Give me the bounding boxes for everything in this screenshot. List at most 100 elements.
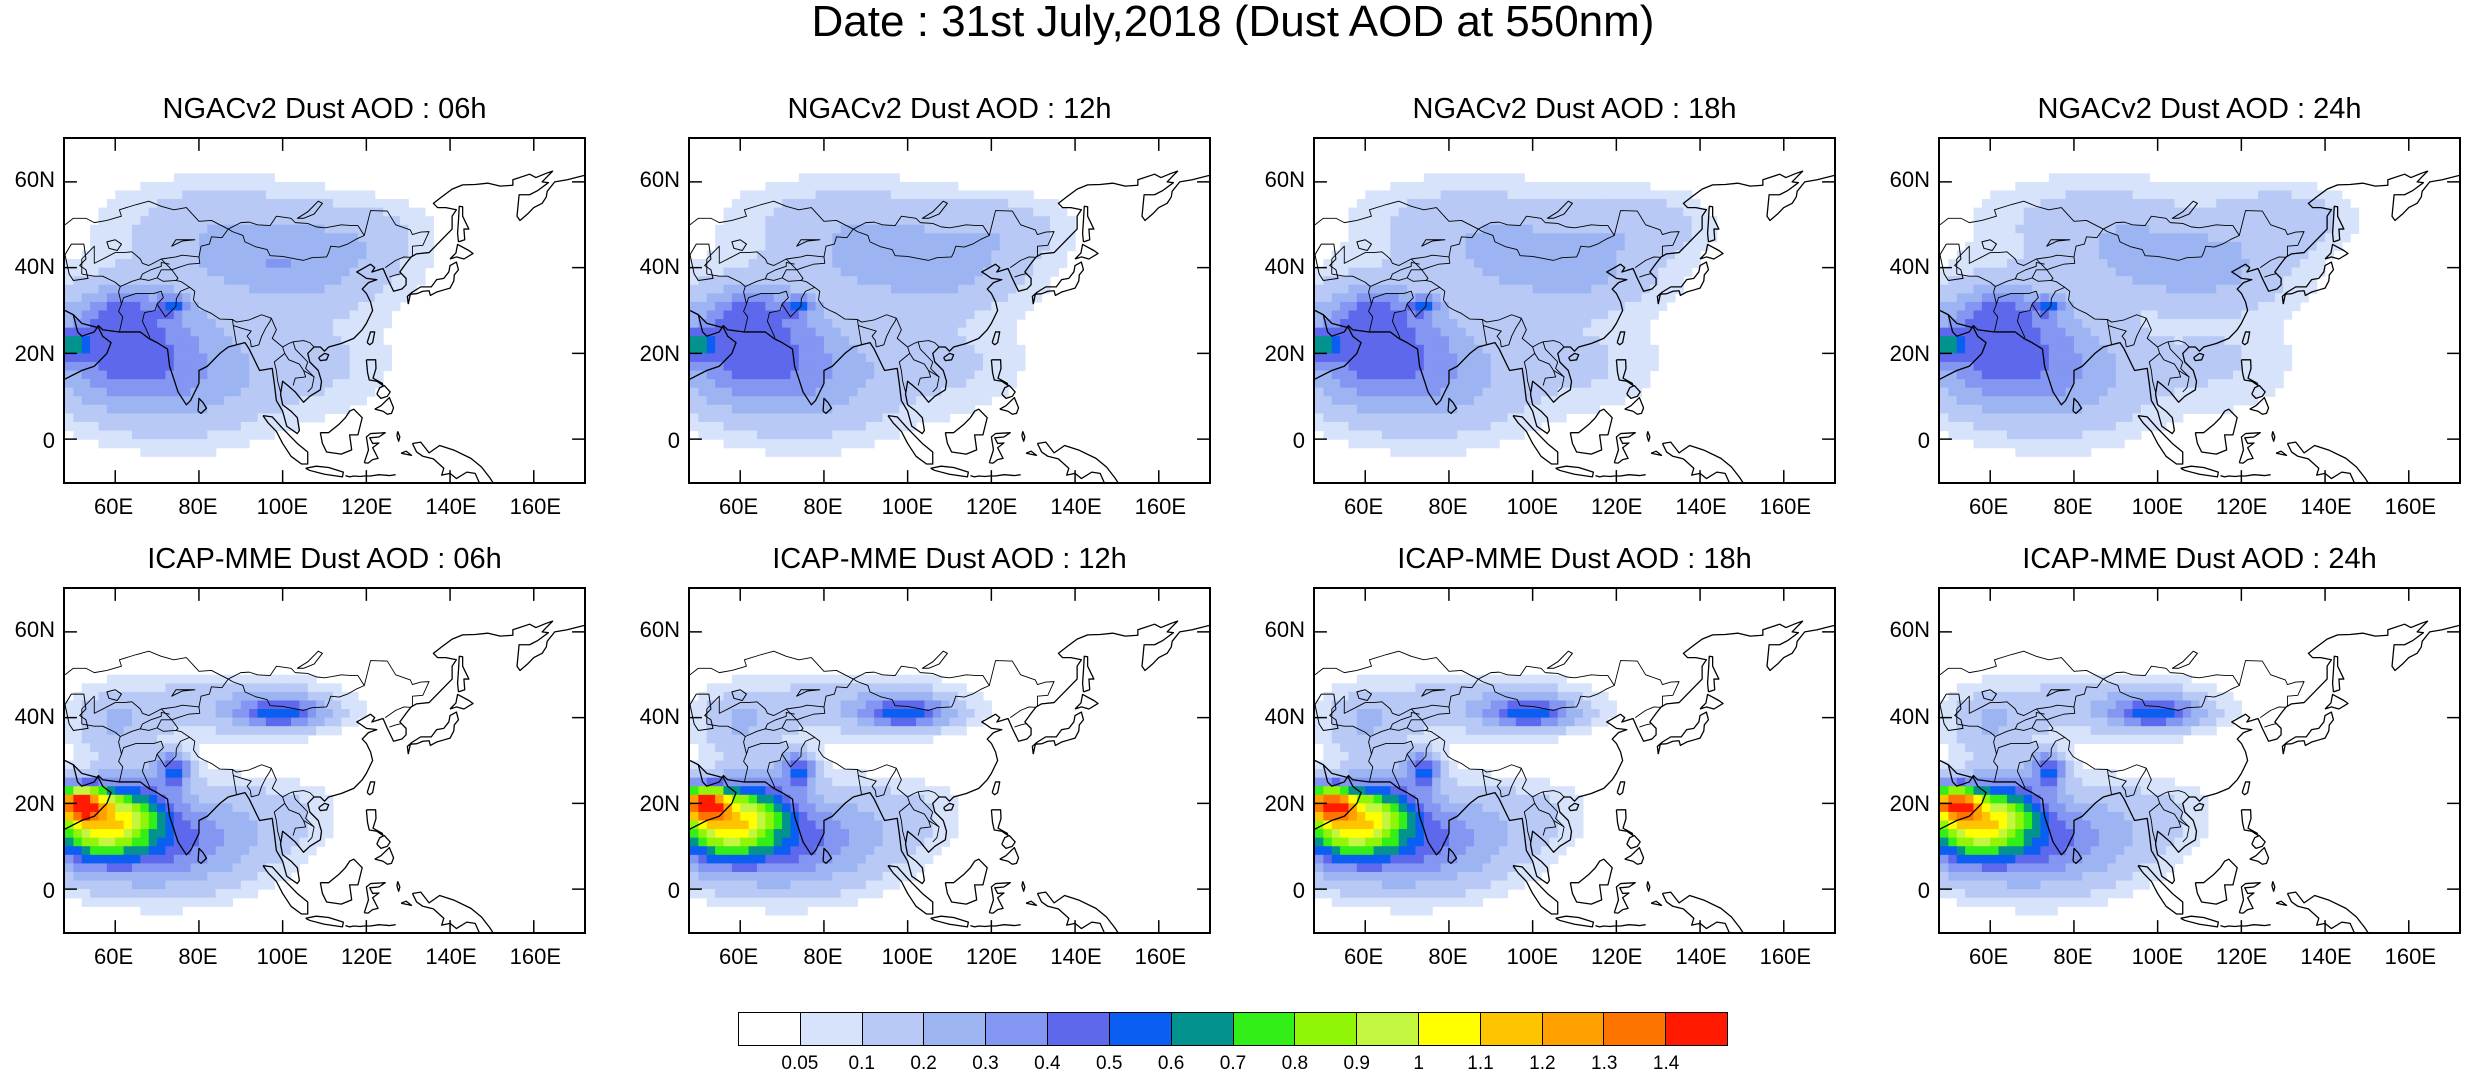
x-tick-label: 60E bbox=[74, 946, 154, 968]
y-tick-label: 60N bbox=[1245, 169, 1305, 191]
y-tick-label: 40N bbox=[0, 706, 55, 728]
y-tick-label: 0 bbox=[0, 880, 55, 902]
x-tick-label: 60E bbox=[1949, 946, 2029, 968]
x-tick-label: 100E bbox=[1492, 946, 1572, 968]
x-tick-label: 100E bbox=[2117, 946, 2197, 968]
colorbar-label: 1 bbox=[1389, 1054, 1449, 1073]
x-tick-label: 140E bbox=[2286, 496, 2366, 518]
y-tick-label: 20N bbox=[1870, 343, 1930, 365]
x-tick-label: 160E bbox=[1745, 496, 1825, 518]
x-tick-label: 100E bbox=[867, 946, 947, 968]
x-tick-label: 120E bbox=[2202, 946, 2282, 968]
y-tick-label: 20N bbox=[1870, 793, 1930, 815]
panel-title: NGACv2 Dust AOD : 24h bbox=[1850, 95, 2466, 124]
y-tick-label: 0 bbox=[1870, 430, 1930, 452]
colorbar-label: 1.3 bbox=[1574, 1054, 1634, 1073]
y-tick-label: 60N bbox=[620, 619, 680, 641]
y-tick-label: 0 bbox=[1245, 430, 1305, 452]
x-tick-label: 160E bbox=[1120, 496, 1200, 518]
panel-title: ICAP-MME Dust AOD : 18h bbox=[1225, 545, 1925, 574]
colorbar-swatch bbox=[1357, 1013, 1419, 1045]
y-tick-label: 20N bbox=[0, 793, 55, 815]
y-tick-label: 60N bbox=[0, 169, 55, 191]
y-tick-label: 40N bbox=[1870, 256, 1930, 278]
x-tick-label: 60E bbox=[1324, 496, 1404, 518]
colorbar-label: 0.8 bbox=[1265, 1054, 1325, 1073]
x-tick-label: 140E bbox=[1661, 496, 1741, 518]
dust-aod-field bbox=[1940, 173, 2359, 457]
x-tick-label: 140E bbox=[1661, 946, 1741, 968]
ngac-dust-map bbox=[63, 137, 586, 484]
x-tick-label: 60E bbox=[1949, 496, 2029, 518]
dust-aod-field bbox=[1315, 173, 1717, 457]
colorbar-swatch bbox=[1419, 1013, 1481, 1045]
y-tick-label: 20N bbox=[620, 793, 680, 815]
colorbar-label: 0.5 bbox=[1079, 1054, 1139, 1073]
x-tick-label: 120E bbox=[327, 496, 407, 518]
y-tick-label: 0 bbox=[620, 880, 680, 902]
panel-title: ICAP-MME Dust AOD : 12h bbox=[600, 545, 1300, 574]
ngac-dust-map bbox=[1938, 137, 2461, 484]
icap-dust-map bbox=[63, 587, 586, 934]
colorbar-swatch bbox=[1234, 1013, 1296, 1045]
x-tick-label: 160E bbox=[1120, 946, 1200, 968]
y-tick-label: 20N bbox=[620, 343, 680, 365]
colorbar-swatch bbox=[1543, 1013, 1605, 1045]
y-tick-label: 40N bbox=[1245, 706, 1305, 728]
colorbar-swatch bbox=[924, 1013, 986, 1045]
x-tick-label: 120E bbox=[1577, 496, 1657, 518]
x-tick-label: 160E bbox=[495, 946, 575, 968]
colorbar-label: 0.2 bbox=[894, 1054, 954, 1073]
ngac-dust-map bbox=[688, 137, 1211, 484]
colorbar-label: 1.1 bbox=[1451, 1054, 1511, 1073]
y-tick-label: 0 bbox=[1870, 880, 1930, 902]
x-tick-label: 100E bbox=[1492, 496, 1572, 518]
colorbar-swatch bbox=[863, 1013, 925, 1045]
panel-title: NGACv2 Dust AOD : 06h bbox=[0, 95, 675, 124]
x-tick-label: 60E bbox=[699, 496, 779, 518]
y-tick-label: 60N bbox=[620, 169, 680, 191]
colorbar-swatch bbox=[1666, 1013, 1727, 1045]
x-tick-label: 60E bbox=[1324, 946, 1404, 968]
colorbar-label: 0.9 bbox=[1327, 1054, 1387, 1073]
x-tick-label: 120E bbox=[2202, 496, 2282, 518]
figure-title: Date : 31st July,2018 (Dust AOD at 550nm… bbox=[0, 0, 2466, 44]
x-tick-label: 100E bbox=[242, 946, 322, 968]
colorbar-swatch bbox=[739, 1013, 801, 1045]
icap-dust-map bbox=[1313, 587, 1836, 934]
x-tick-label: 100E bbox=[2117, 496, 2197, 518]
x-tick-label: 80E bbox=[2033, 946, 2113, 968]
y-tick-label: 40N bbox=[620, 706, 680, 728]
colorbar-label: 0.7 bbox=[1203, 1054, 1263, 1073]
colorbar-swatch bbox=[1048, 1013, 1110, 1045]
ngac-dust-map bbox=[1313, 137, 1836, 484]
y-tick-label: 0 bbox=[0, 430, 55, 452]
x-tick-label: 100E bbox=[867, 496, 947, 518]
x-tick-label: 140E bbox=[411, 946, 491, 968]
colorbar-swatch bbox=[1604, 1013, 1666, 1045]
y-tick-label: 60N bbox=[0, 619, 55, 641]
x-tick-label: 160E bbox=[2370, 946, 2450, 968]
colorbar-label: 1.4 bbox=[1636, 1054, 1696, 1073]
colorbar-label: 1.2 bbox=[1512, 1054, 1572, 1073]
y-tick-label: 20N bbox=[1245, 343, 1305, 365]
x-tick-label: 80E bbox=[1408, 946, 1488, 968]
x-tick-label: 80E bbox=[158, 946, 238, 968]
y-tick-label: 40N bbox=[1870, 706, 1930, 728]
y-tick-label: 0 bbox=[620, 430, 680, 452]
y-tick-label: 0 bbox=[1245, 880, 1305, 902]
x-tick-label: 80E bbox=[2033, 496, 2113, 518]
colorbar-swatch bbox=[801, 1013, 863, 1045]
colorbar-swatch bbox=[986, 1013, 1048, 1045]
colorbar-label: 0.1 bbox=[832, 1054, 892, 1073]
colorbar-swatch bbox=[1172, 1013, 1234, 1045]
dust-aod-field bbox=[65, 173, 434, 457]
y-tick-label: 40N bbox=[0, 256, 55, 278]
y-tick-label: 40N bbox=[1245, 256, 1305, 278]
x-tick-label: 60E bbox=[699, 946, 779, 968]
colorbar-swatch bbox=[1481, 1013, 1543, 1045]
x-tick-label: 140E bbox=[411, 496, 491, 518]
colorbar-label: 0.6 bbox=[1141, 1054, 1201, 1073]
colorbar bbox=[738, 1012, 1728, 1046]
icap-dust-map bbox=[688, 587, 1211, 934]
